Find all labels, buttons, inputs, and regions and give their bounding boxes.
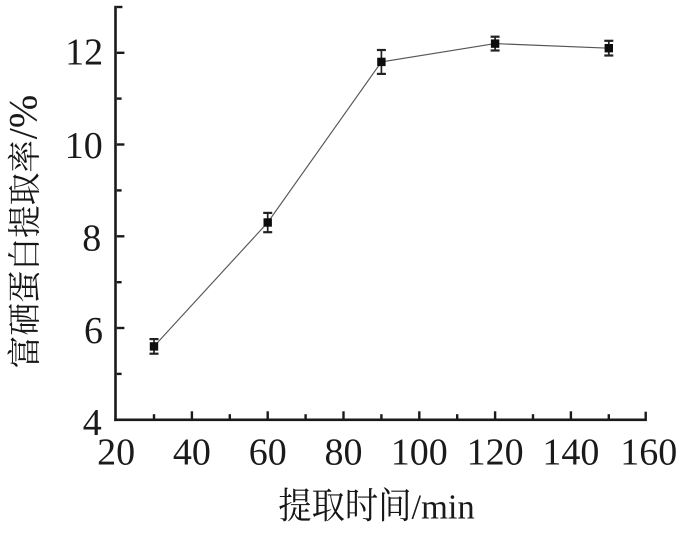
svg-text:10: 10 <box>65 125 103 167</box>
svg-text:40: 40 <box>173 432 211 474</box>
svg-text:/%: /% <box>1 95 46 139</box>
svg-text:20: 20 <box>97 432 135 474</box>
svg-text:140: 140 <box>542 432 599 474</box>
svg-text:120: 120 <box>467 432 524 474</box>
svg-text:8: 8 <box>82 218 101 260</box>
svg-text:80: 80 <box>325 432 363 474</box>
svg-text:4: 4 <box>83 402 102 444</box>
svg-text:160: 160 <box>620 432 677 474</box>
svg-text:/min: /min <box>412 489 475 527</box>
svg-text:12: 12 <box>65 31 103 73</box>
svg-text:6: 6 <box>84 310 103 352</box>
svg-text:100: 100 <box>391 432 448 474</box>
svg-text:60: 60 <box>249 432 287 474</box>
